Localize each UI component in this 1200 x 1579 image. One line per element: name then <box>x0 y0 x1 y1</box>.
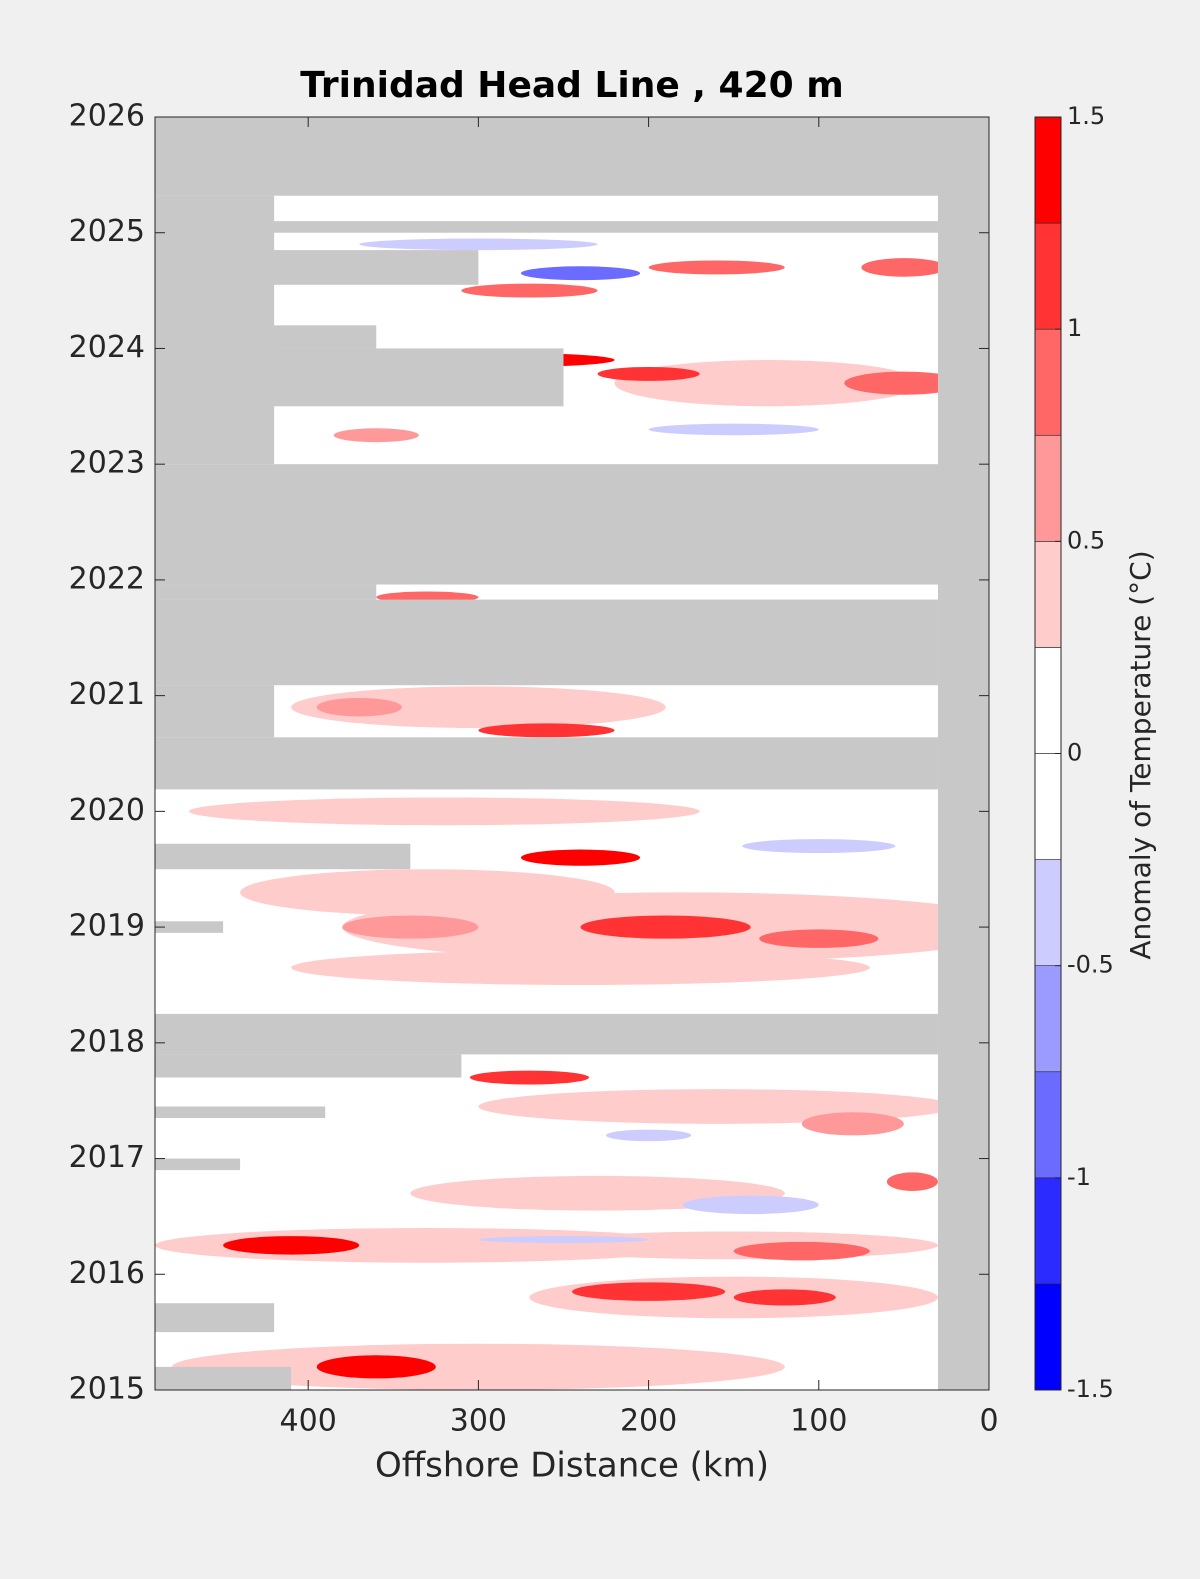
y-tick-label: 2026 <box>69 99 145 134</box>
colorbar-tick-label: 1 <box>1067 314 1082 342</box>
anomaly-region <box>478 1236 649 1244</box>
anomaly-region <box>478 723 615 738</box>
anomaly-region <box>759 929 879 948</box>
y-tick-label: 2015 <box>69 1372 145 1407</box>
no-data-region <box>155 685 275 738</box>
anomaly-region <box>291 686 666 729</box>
no-data-region <box>155 221 938 233</box>
chart-title: Trinidad Head Line , 420 m <box>300 65 843 106</box>
colorbar-band <box>1034 1071 1062 1179</box>
anomaly-region <box>520 849 641 866</box>
y-tick-label: 2021 <box>69 677 145 712</box>
anomaly-region <box>529 1231 938 1260</box>
plot-layer <box>155 117 989 1390</box>
anomaly-region <box>580 915 751 939</box>
no-data-region <box>937 117 989 1390</box>
colorbar-tick-label: 0 <box>1067 739 1082 767</box>
x-tick-label: 300 <box>450 1404 507 1439</box>
colorbar-tick-label: 0.5 <box>1067 526 1105 554</box>
no-data-region <box>155 1106 326 1119</box>
y-tick-label: 2025 <box>69 214 145 249</box>
anomaly-region <box>461 283 598 298</box>
no-data-region <box>155 599 938 686</box>
y-tick-label: 2024 <box>69 330 145 365</box>
colorbar-band <box>1034 541 1062 648</box>
x-tick-label: 0 <box>979 1404 998 1439</box>
x-tick-label: 400 <box>280 1404 337 1439</box>
no-data-region <box>155 464 989 585</box>
anomaly-region <box>316 697 402 717</box>
colorbar-label: Anomaly of Temperature (°C) <box>1124 550 1157 959</box>
anomaly-region <box>359 238 598 251</box>
no-data-region <box>155 117 989 196</box>
anomaly-region <box>223 1236 360 1255</box>
anomaly-region <box>844 371 964 395</box>
anomaly-region <box>861 258 947 277</box>
colorbar-tick-label: -1 <box>1067 1163 1091 1191</box>
no-data-region <box>155 1366 292 1390</box>
anomaly-region <box>742 839 896 854</box>
colorbar-band <box>1034 965 1062 1073</box>
colorbar-band <box>1034 222 1062 330</box>
no-data-region <box>155 584 377 600</box>
y-tick-label: 2019 <box>69 909 145 944</box>
x-axis-label: Offshore Distance (km) <box>375 1446 769 1486</box>
anomaly-region <box>469 1070 590 1085</box>
anomaly-region <box>801 1112 904 1136</box>
anomaly-region <box>733 1289 836 1306</box>
anomaly-region <box>520 266 641 281</box>
anomaly-region <box>648 260 785 275</box>
colorbar-band <box>1034 859 1062 966</box>
anomaly-region <box>189 797 700 826</box>
colorbar-band <box>1034 753 1062 860</box>
colorbar-band <box>1034 116 1062 224</box>
x-tick-label: 100 <box>790 1404 847 1439</box>
y-tick-label: 2023 <box>69 446 145 481</box>
colorbar-band <box>1034 1283 1062 1391</box>
anomaly-region <box>733 1241 870 1261</box>
colorbar-band <box>1034 1177 1062 1285</box>
anomaly-region <box>597 366 700 381</box>
y-tick-label: 2017 <box>69 1140 145 1175</box>
no-data-region <box>155 348 564 407</box>
colorbar-tick-label: -1.5 <box>1067 1375 1114 1403</box>
colorbar-band <box>1034 434 1062 542</box>
y-tick-label: 2018 <box>69 1024 145 1059</box>
axes-layer: 400 300 200 100 0 2015 2016 2017 2018 2019 2020 202… <box>69 99 1114 1439</box>
colorbar-band <box>1034 647 1062 754</box>
anomaly-region <box>606 1129 692 1142</box>
y-tick-label: 2022 <box>69 561 145 596</box>
x-tick-label: 200 <box>620 1404 677 1439</box>
anomaly-region <box>886 1172 938 1191</box>
no-data-region <box>155 1054 462 1078</box>
y-tick-label: 2020 <box>69 793 145 828</box>
no-data-region <box>155 250 479 285</box>
anomaly-region <box>316 1355 436 1379</box>
colorbar-band <box>1034 328 1062 436</box>
anomaly-region <box>648 423 819 436</box>
anomaly-region <box>342 915 479 939</box>
colorbar-tick-label: -0.5 <box>1067 951 1114 979</box>
y-tick-label: 2016 <box>69 1256 145 1291</box>
anomaly-region <box>572 1282 726 1301</box>
no-data-region <box>155 1303 275 1333</box>
axes-box <box>154 116 990 1391</box>
anomaly-region <box>682 1195 819 1215</box>
anomaly-region <box>240 869 615 916</box>
anomaly-region <box>333 428 419 443</box>
no-data-region <box>155 325 377 349</box>
no-data-region <box>155 737 938 790</box>
no-data-region <box>155 843 411 870</box>
anomaly-region <box>172 1343 785 1390</box>
colorbar-tick-label: 1.5 <box>1067 102 1105 130</box>
no-data-region <box>155 1158 241 1171</box>
no-data-region <box>155 921 224 933</box>
no-data-region <box>155 1013 938 1055</box>
